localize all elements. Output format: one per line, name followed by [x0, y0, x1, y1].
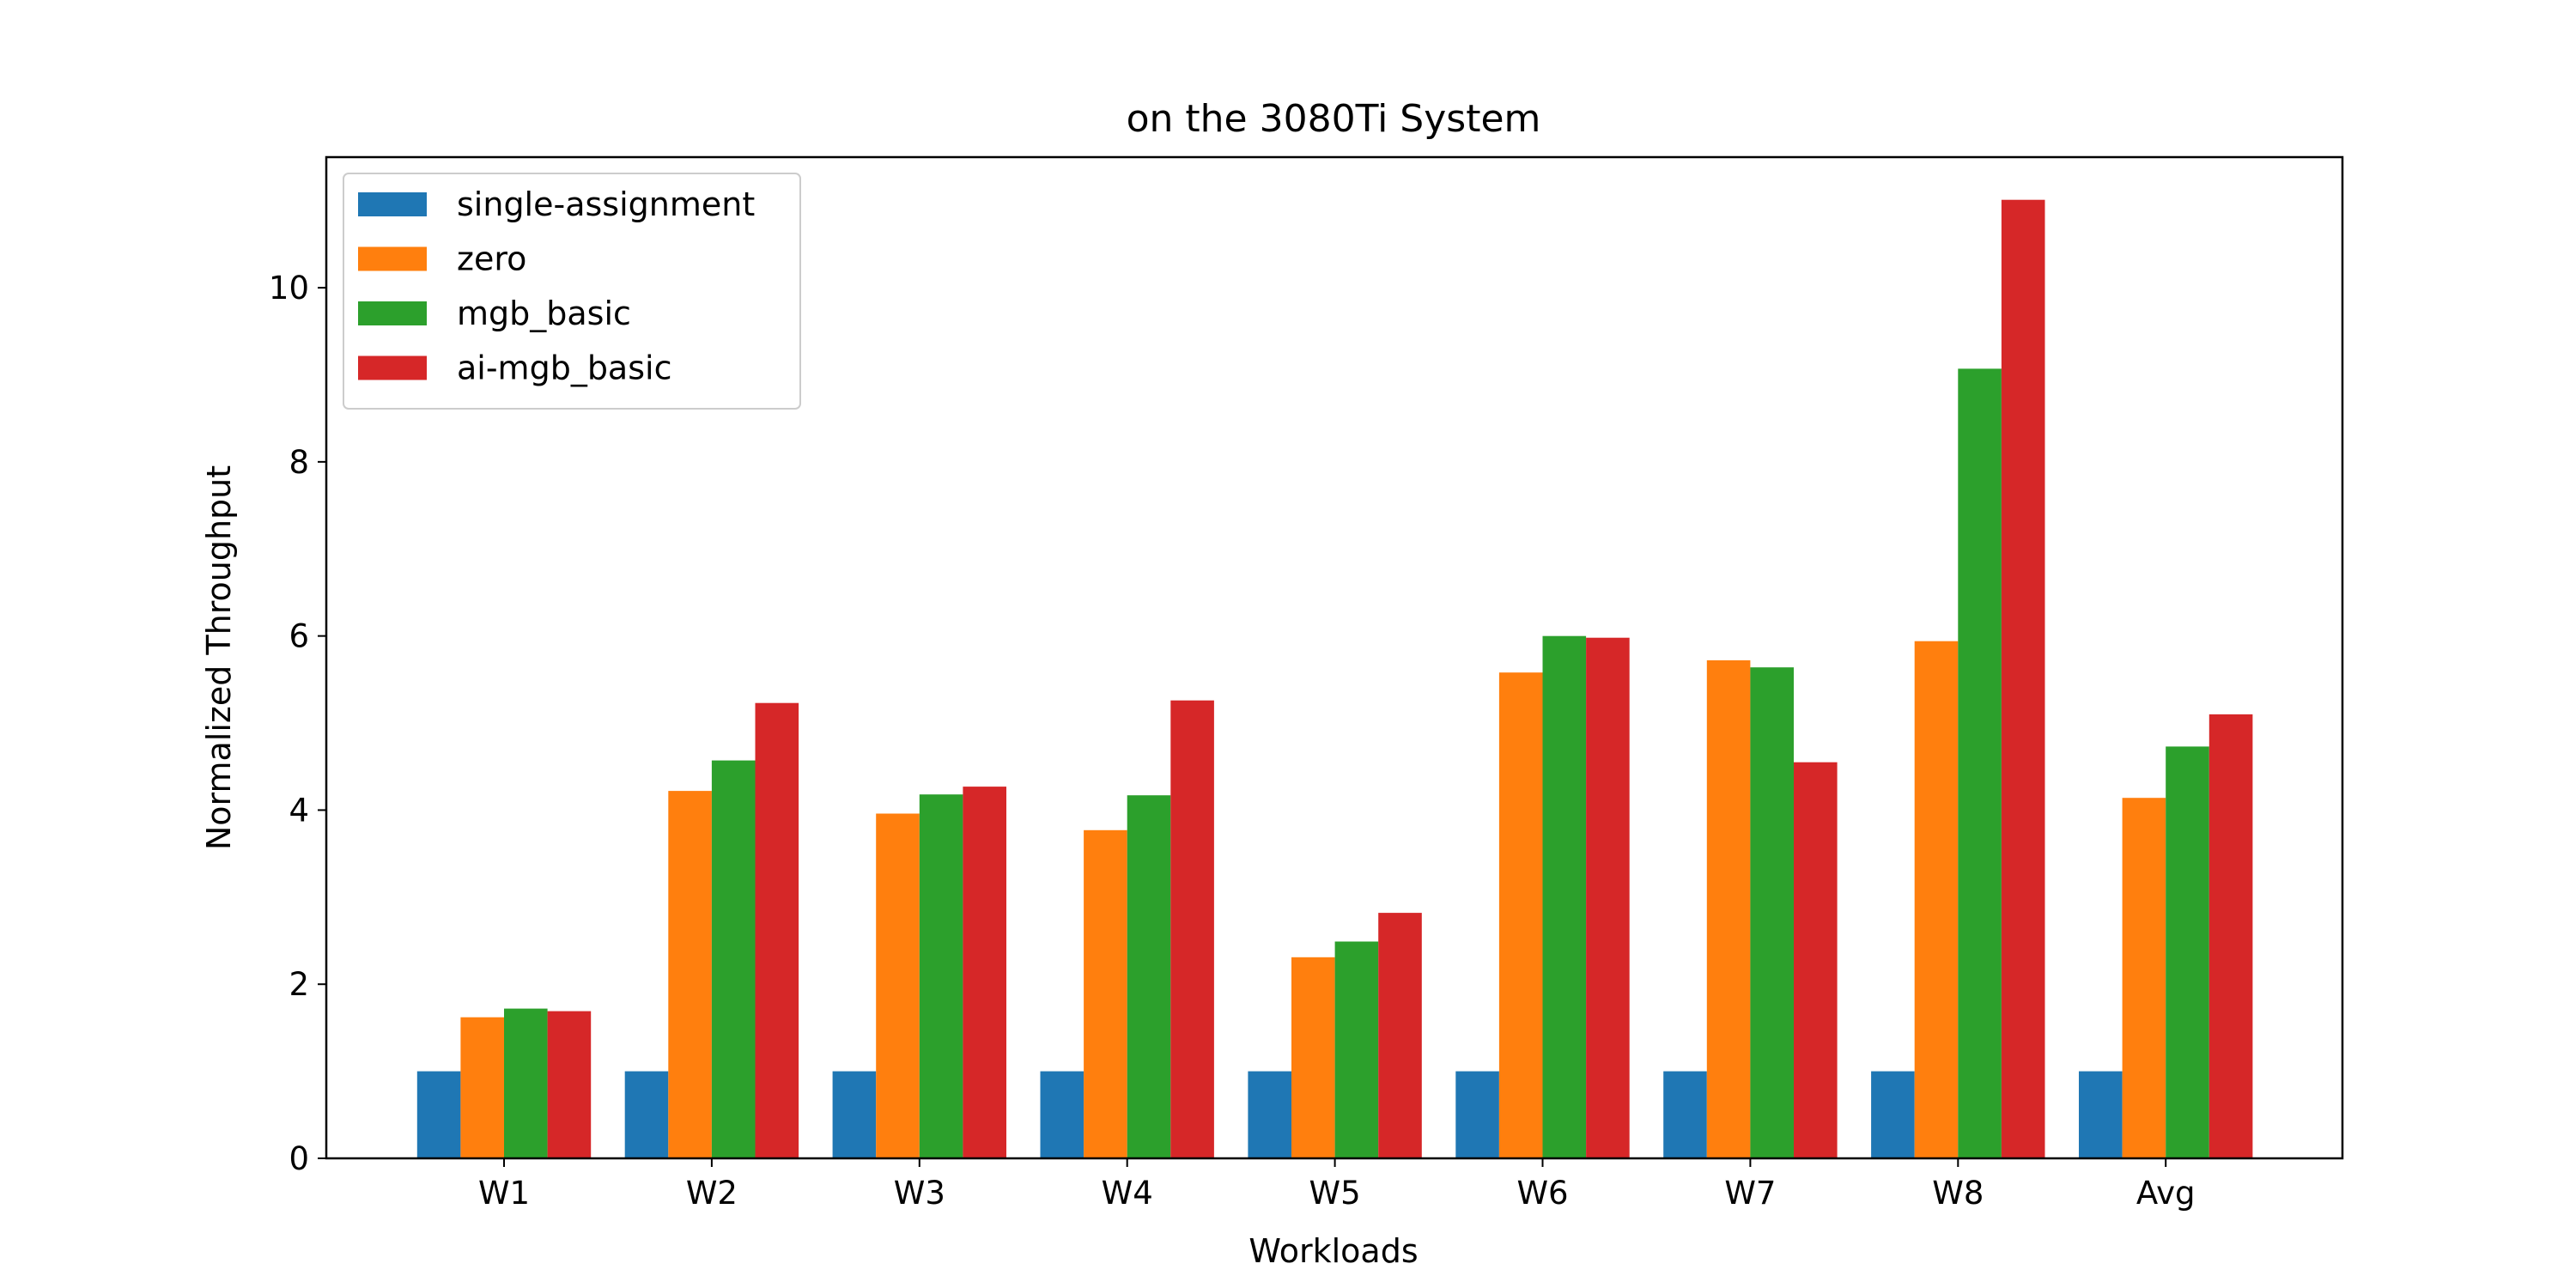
y-tick-label: 6 — [289, 618, 309, 655]
y-ticks-group: 0 2 4 6 8 10 — [269, 270, 326, 1177]
x-tick-label: W7 — [1724, 1175, 1776, 1212]
legend-swatch — [358, 301, 427, 325]
bar-w7-series-1 — [1663, 1071, 1707, 1158]
legend-swatch — [358, 246, 427, 271]
y-axis-label: Normalized Throughput — [200, 465, 238, 850]
bar-w1-series-2 — [460, 1017, 504, 1158]
bar-avg-series-1 — [2079, 1071, 2123, 1158]
bar-w1-series-3 — [504, 1008, 548, 1158]
y-tick-label: 10 — [269, 270, 309, 307]
bar-w2-series-2 — [668, 791, 712, 1158]
plot-frame — [325, 155, 2344, 1160]
x-tick-label: Avg — [2136, 1175, 2196, 1212]
y-tick-label: 2 — [289, 966, 309, 1003]
legend: single-assignment zero mgb_basic ai-mgb_bas… — [343, 173, 801, 410]
bar-avg-series-3 — [2166, 746, 2209, 1158]
x-axis-label: Workloads — [1249, 1232, 1418, 1270]
legend-label: zero — [457, 240, 526, 278]
legend-label: single-assignment — [457, 185, 755, 223]
bar-avg-series-2 — [2122, 798, 2166, 1158]
bar-w4-series-2 — [1084, 829, 1127, 1158]
x-tick-label: W2 — [686, 1175, 738, 1212]
bar-w8-series-2 — [1914, 641, 1959, 1158]
bar-avg-series-4 — [2208, 714, 2253, 1158]
bar-w2-series-3 — [711, 760, 756, 1158]
bar-w7-series-4 — [1794, 762, 1838, 1158]
legend-label: ai-mgb_basic — [457, 349, 671, 387]
bar-w3-series-3 — [919, 794, 963, 1158]
bar-w4-series-3 — [1127, 795, 1171, 1158]
x-tick-label: W6 — [1516, 1175, 1568, 1212]
bar-w8-series-4 — [2001, 199, 2045, 1159]
bars-group — [416, 199, 2253, 1159]
bar-w8-series-1 — [1871, 1071, 1915, 1158]
bar-w3-series-2 — [876, 813, 920, 1158]
x-tick-label: W1 — [478, 1175, 530, 1212]
bar-w5-series-1 — [1248, 1071, 1291, 1158]
y-tick-label: 4 — [289, 792, 309, 829]
bar-w6-series-1 — [1455, 1071, 1499, 1158]
legend-label: mgb_basic — [457, 295, 631, 332]
bar-w5-series-3 — [1334, 941, 1379, 1158]
bar-w3-series-4 — [963, 787, 1006, 1158]
bar-w4-series-1 — [1040, 1071, 1084, 1158]
bar-w3-series-1 — [832, 1071, 877, 1158]
x-tick-label: W5 — [1309, 1175, 1361, 1212]
bar-w5-series-2 — [1291, 957, 1335, 1158]
bar-w6-series-2 — [1498, 672, 1543, 1158]
bar-w6-series-3 — [1542, 635, 1587, 1158]
chart-title: on the 3080Ti System — [1127, 97, 1541, 141]
bar-w8-series-3 — [1958, 368, 2002, 1158]
bar-w7-series-2 — [1706, 660, 1751, 1158]
bar-w4-series-4 — [1170, 700, 1214, 1158]
x-tick-label: W3 — [894, 1175, 945, 1212]
legend-swatch — [358, 355, 427, 380]
bar-w2-series-1 — [624, 1071, 669, 1158]
bar-w7-series-3 — [1750, 667, 1794, 1158]
bar-w6-series-4 — [1586, 637, 1630, 1158]
bar-w2-series-4 — [755, 702, 799, 1158]
legend-box — [343, 173, 801, 410]
x-tick-label: W4 — [1102, 1175, 1153, 1212]
legend-swatch — [358, 192, 427, 216]
bar-w1-series-1 — [416, 1071, 461, 1158]
y-tick-label: 8 — [289, 444, 309, 481]
bar-w1-series-4 — [547, 1011, 592, 1158]
x-tick-label: W8 — [1932, 1175, 1984, 1212]
y-tick-label: 0 — [289, 1140, 309, 1177]
x-ticks-group: W1 W2 W3 W4 W5 W6 W7 W8 Avg — [478, 1158, 2196, 1212]
bar-w5-series-4 — [1378, 913, 1422, 1158]
